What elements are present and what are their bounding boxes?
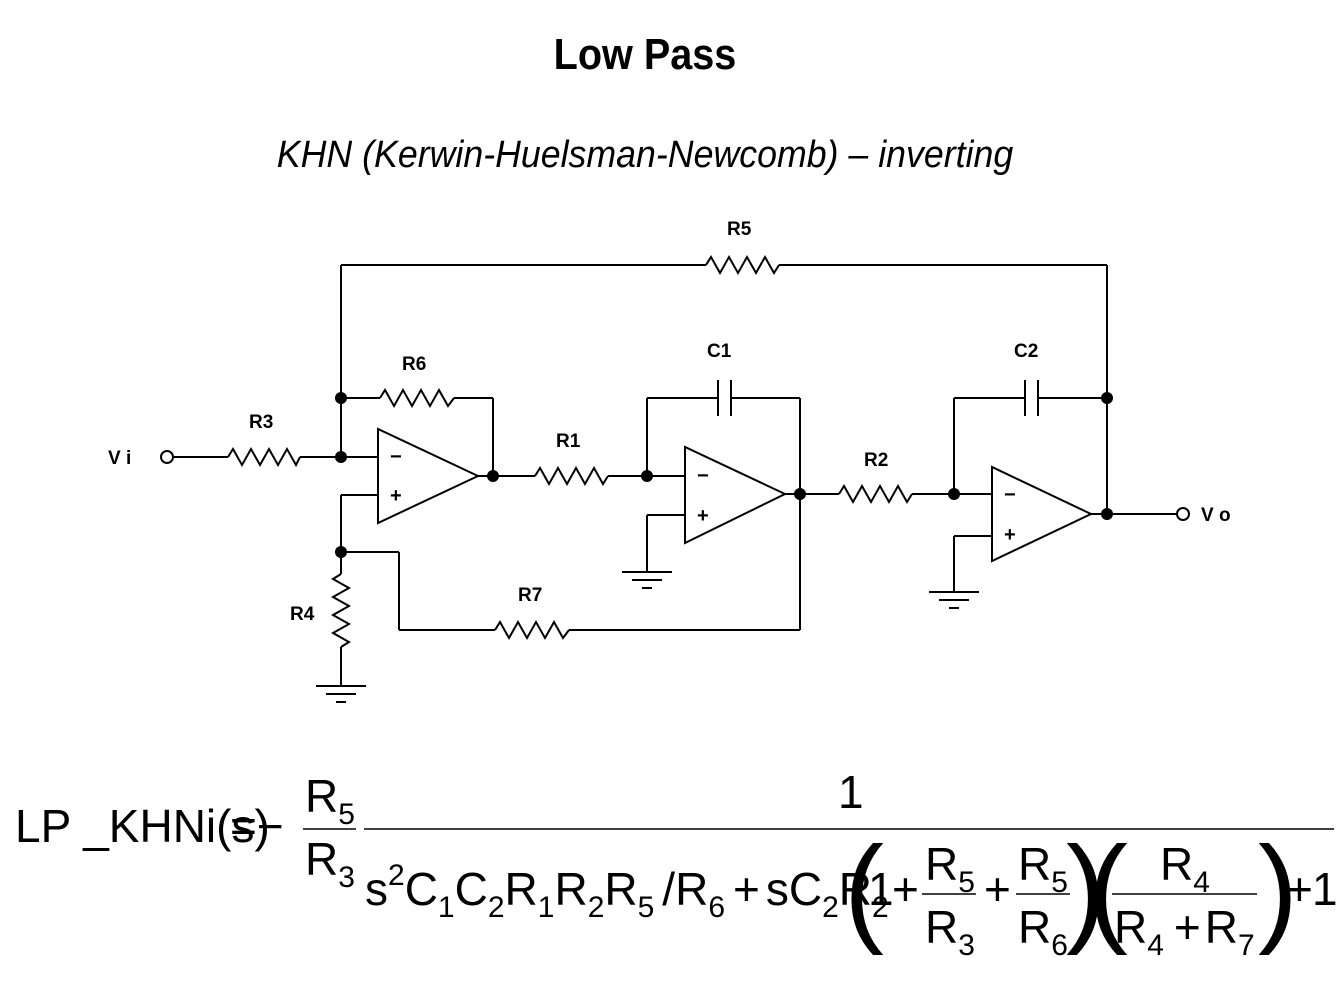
r3-label: R3: [249, 412, 273, 433]
ground-symbol-1: [316, 685, 366, 703]
r1-label: R1: [556, 431, 581, 452]
eq-one: 1: [1312, 863, 1338, 915]
c2-label: C2: [1014, 341, 1038, 362]
r6-label: R6: [402, 354, 426, 375]
opamp-3: [991, 465, 1094, 563]
eq-plus: +: [733, 863, 760, 915]
eq-numerator-one: 1: [838, 766, 864, 818]
page-title: Low Pass: [553, 30, 737, 79]
eq-c: C: [455, 863, 488, 915]
eq-r: R: [1018, 901, 1051, 953]
equation-lhs: LP _KHNi(s): [15, 800, 270, 852]
eq-sub: 6: [708, 891, 725, 924]
r4-resistor: [330, 573, 352, 648]
eq-r: R: [925, 838, 958, 890]
eq-s: s: [766, 863, 789, 915]
eq-r: R: [305, 833, 338, 885]
junction-dots: [335, 392, 1113, 558]
opamp-1: [377, 427, 481, 525]
output-terminal: [1176, 507, 1190, 521]
r4-label: R4: [290, 604, 315, 625]
fraction-bars: [303, 828, 1334, 895]
r5-resistor: [705, 254, 780, 276]
eq-r: R: [925, 901, 958, 953]
eq-sub: 4: [1147, 929, 1164, 962]
ground-symbol-3: [929, 591, 979, 609]
r7-label: R7: [518, 585, 542, 606]
opamp-2-minus: −: [697, 465, 709, 487]
svg-text:R6: R6: [1018, 901, 1068, 962]
eq-s: s: [365, 863, 388, 915]
eq-sup: 2: [388, 859, 405, 892]
eq-plus: +: [892, 863, 919, 915]
eq-one: 1: [868, 863, 894, 915]
eq-r: R: [604, 863, 637, 915]
eq-sub: 5: [338, 798, 355, 831]
svg-text:R3: R3: [305, 833, 355, 894]
svg-text:s2C1C2R1R2R5/R6+sC2R2: s2C1C2R1R2R5/R6 + sC2R2: [365, 859, 889, 924]
eq-sub: 1: [438, 891, 455, 924]
eq-sub: 2: [588, 891, 605, 924]
r6-resistor: [379, 387, 455, 409]
eq-r: R: [1205, 901, 1238, 953]
svg-text:R5: R5: [925, 838, 975, 899]
eq-r: R: [554, 863, 587, 915]
page-subtitle: KHN (Kerwin-Huelsman-Newcomb) – invertin…: [276, 134, 1014, 176]
eq-r: R: [1018, 838, 1051, 890]
eq-r: R: [675, 863, 708, 915]
svg-text:R5: R5: [305, 770, 355, 831]
eq-sub: 3: [338, 861, 355, 894]
eq-sub: 5: [958, 866, 975, 899]
eq-sub: 6: [1051, 929, 1068, 962]
eq-paren-open: (: [1088, 822, 1128, 956]
r2-label: R2: [864, 450, 888, 471]
eq-r: R: [305, 770, 338, 822]
eq-c: C: [789, 863, 822, 915]
eq-sub: 4: [1193, 866, 1210, 899]
eq-plus: +: [984, 863, 1011, 915]
eq-plus: +: [1174, 901, 1201, 953]
svg-text:R4+R7: R4 +R7: [1114, 901, 1255, 962]
svg-text:R5: R5: [1018, 838, 1068, 899]
opamp-1-minus: −: [390, 446, 402, 468]
eq-paren-close: ): [1258, 822, 1298, 956]
c1-label: C1: [707, 341, 732, 362]
opamp-1-plus: +: [390, 485, 402, 507]
eq-sub: 5: [638, 891, 655, 924]
r3-resistor: [227, 446, 301, 468]
eq-paren-close: ): [1066, 822, 1106, 956]
eq-sub: 1: [538, 891, 555, 924]
r2-resistor: [838, 483, 913, 505]
eq-r: R: [505, 863, 538, 915]
opamp-2: [684, 445, 788, 545]
eq-c: C: [405, 863, 438, 915]
opamp-3-minus: −: [1004, 484, 1016, 506]
eq-sub: 3: [958, 929, 975, 962]
ground-symbol-2: [622, 571, 672, 589]
eq-sub: 2: [822, 891, 839, 924]
eq-slash: /: [662, 863, 675, 915]
eq-plus: +: [1286, 863, 1313, 915]
eq-r: R: [1114, 901, 1147, 953]
eq-sub: 5: [1051, 866, 1068, 899]
svg-text:R4: R4: [1160, 838, 1210, 899]
opamp-2-plus: +: [697, 505, 709, 527]
eq-sub: 2: [872, 891, 889, 924]
opamp-3-plus: +: [1004, 524, 1016, 546]
equation-equals-minus: =−: [230, 800, 284, 852]
r7-resistor: [494, 619, 570, 641]
eq-sub: 7: [1238, 929, 1255, 962]
eq-r: R: [839, 863, 872, 915]
eq-sub: 2: [488, 891, 505, 924]
svg-text:R3: R3: [925, 901, 975, 962]
input-label: V i: [108, 448, 131, 469]
eq-paren-open: (: [844, 822, 884, 956]
eq-r: R: [1160, 838, 1193, 890]
r5-label: R5: [727, 219, 752, 240]
output-label: V o: [1201, 505, 1231, 526]
r1-resistor: [534, 465, 609, 487]
